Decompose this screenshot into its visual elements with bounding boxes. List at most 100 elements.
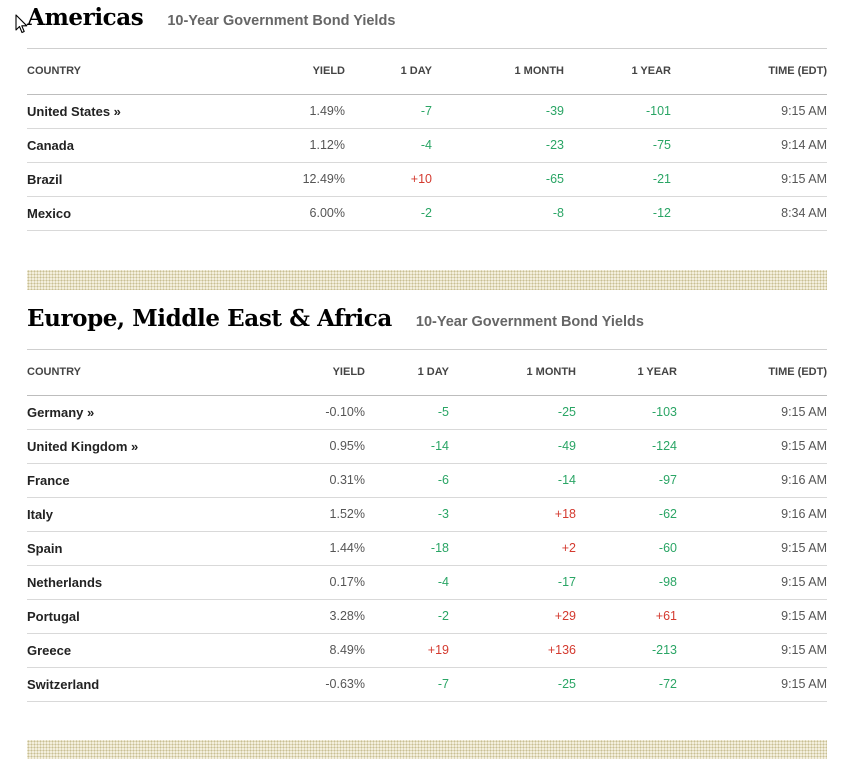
table-row[interactable]: United States » 1.49% -7 -39 -101 9:15 AM [27,94,827,129]
change-1-month: +2 [449,531,576,566]
column-header-1-day[interactable]: 1 DAY [365,350,449,396]
update-time: 9:15 AM [677,667,827,702]
section-header: Europe, Middle East & Africa 10-Year Gov… [27,301,827,341]
yield-value: 0.95% [207,429,365,464]
americas-rows: United States » 1.49% -7 -39 -101 9:15 AM Cana… [27,94,827,231]
yield-value: 12.49% [207,162,345,197]
update-time: 8:34 AM [671,196,827,231]
yield-value: -0.10% [207,395,365,430]
table-header-row: COUNTRY YIELD 1 DAY 1 MONTH 1 YEAR TIME … [27,49,827,95]
change-1-year: -12 [564,196,671,231]
change-1-year: -21 [564,162,671,197]
table-row[interactable]: Mexico 6.00% -2 -8 -12 8:34 AM [27,196,827,231]
table-row[interactable]: France 0.31% -6 -14 -97 9:16 AM [27,463,827,498]
section-subtitle: 10-Year Government Bond Yields [167,13,396,29]
change-1-month: -14 [449,463,576,498]
change-1-year: -97 [576,463,677,498]
arrow-pointer-icon [15,14,28,34]
yield-value: 3.28% [207,599,365,634]
table-row[interactable]: Italy 1.52% -3 +18 -62 9:16 AM [27,497,827,532]
change-1-year: -72 [576,667,677,702]
column-header-yield[interactable]: YIELD [207,350,365,396]
column-header-1-month[interactable]: 1 MONTH [449,350,576,396]
change-1-year: +61 [576,599,677,634]
section-title: Americas [27,4,144,31]
change-1-year: -101 [564,94,671,129]
yield-value: 6.00% [207,196,345,231]
yield-value: 1.12% [207,128,345,163]
country-name[interactable]: United States » [27,94,207,129]
change-1-year: -124 [576,429,677,464]
table-row[interactable]: Netherlands 0.17% -4 -17 -98 9:15 AM [27,565,827,600]
section-subtitle: 10-Year Government Bond Yields [415,314,644,330]
change-1-month: +136 [449,633,576,668]
update-time: 9:15 AM [671,162,827,197]
change-1-day: +19 [365,633,449,668]
change-1-month: -17 [449,565,576,600]
change-1-month: -49 [449,429,576,464]
column-header-1-year[interactable]: 1 YEAR [564,49,671,95]
change-1-month: -25 [449,667,576,702]
country-name[interactable]: Germany » [27,395,207,430]
change-1-day: -6 [365,463,449,498]
section-header: Americas 10-Year Government Bond Yields [27,0,827,40]
country-name: Brazil [27,162,207,197]
column-header-time[interactable]: TIME (EDT) [671,49,827,95]
column-header-yield[interactable]: YIELD [207,49,345,95]
table-row[interactable]: Germany » -0.10% -5 -25 -103 9:15 AM [27,395,827,430]
update-time: 9:15 AM [677,565,827,600]
country-name: Greece [27,633,207,668]
column-header-time[interactable]: TIME (EDT) [677,350,827,396]
change-1-year: -213 [576,633,677,668]
emea-section: Europe, Middle East & Africa 10-Year Gov… [27,301,827,702]
column-header-1-day[interactable]: 1 DAY [345,49,432,95]
change-1-month: -65 [432,162,564,197]
section-title: Europe, Middle East & Africa [27,305,392,332]
emea-rows: Germany » -0.10% -5 -25 -103 9:15 AM United Ki… [27,395,827,702]
column-header-country[interactable]: COUNTRY [27,49,207,95]
header-divider [27,349,827,350]
table-row[interactable]: Greece 8.49% +19 +136 -213 9:15 AM [27,633,827,668]
country-name: Netherlands [27,565,207,600]
yield-value: 0.17% [207,565,365,600]
yield-value: 1.49% [207,94,345,129]
change-1-year: -62 [576,497,677,532]
column-header-1-month[interactable]: 1 MONTH [432,49,564,95]
change-1-year: -98 [576,565,677,600]
table-row[interactable]: Canada 1.12% -4 -23 -75 9:14 AM [27,128,827,163]
change-1-day: -18 [365,531,449,566]
change-1-day: -7 [345,94,432,129]
change-1-month: -25 [449,395,576,430]
table-row[interactable]: Spain 1.44% -18 +2 -60 9:15 AM [27,531,827,566]
table-row[interactable]: Switzerland -0.63% -7 -25 -72 9:15 AM [27,667,827,702]
change-1-month: -39 [432,94,564,129]
column-header-1-year[interactable]: 1 YEAR [576,350,677,396]
change-1-year: -60 [576,531,677,566]
update-time: 9:15 AM [671,94,827,129]
country-name: France [27,463,207,498]
change-1-day: -5 [365,395,449,430]
table-row[interactable]: Brazil 12.49% +10 -65 -21 9:15 AM [27,162,827,197]
yield-value: -0.63% [207,667,365,702]
change-1-day: -4 [365,565,449,600]
country-name: Switzerland [27,667,207,702]
header-divider [27,48,827,49]
change-1-day: -2 [365,599,449,634]
yield-value: 1.44% [207,531,365,566]
table-header-row: COUNTRY YIELD 1 DAY 1 MONTH 1 YEAR TIME … [27,350,827,396]
update-time: 9:15 AM [677,531,827,566]
update-time: 9:15 AM [677,429,827,464]
column-header-country[interactable]: COUNTRY [27,350,207,396]
change-1-day: -7 [365,667,449,702]
change-1-month: +18 [449,497,576,532]
country-name: Portugal [27,599,207,634]
country-name: Spain [27,531,207,566]
table-row[interactable]: United Kingdom » 0.95% -14 -49 -124 9:15 AM [27,429,827,464]
change-1-month: -23 [432,128,564,163]
change-1-day: -3 [365,497,449,532]
change-1-day: -2 [345,196,432,231]
country-name[interactable]: United Kingdom » [27,429,207,464]
change-1-month: +29 [449,599,576,634]
change-1-day: +10 [345,162,432,197]
table-row[interactable]: Portugal 3.28% -2 +29 +61 9:15 AM [27,599,827,634]
